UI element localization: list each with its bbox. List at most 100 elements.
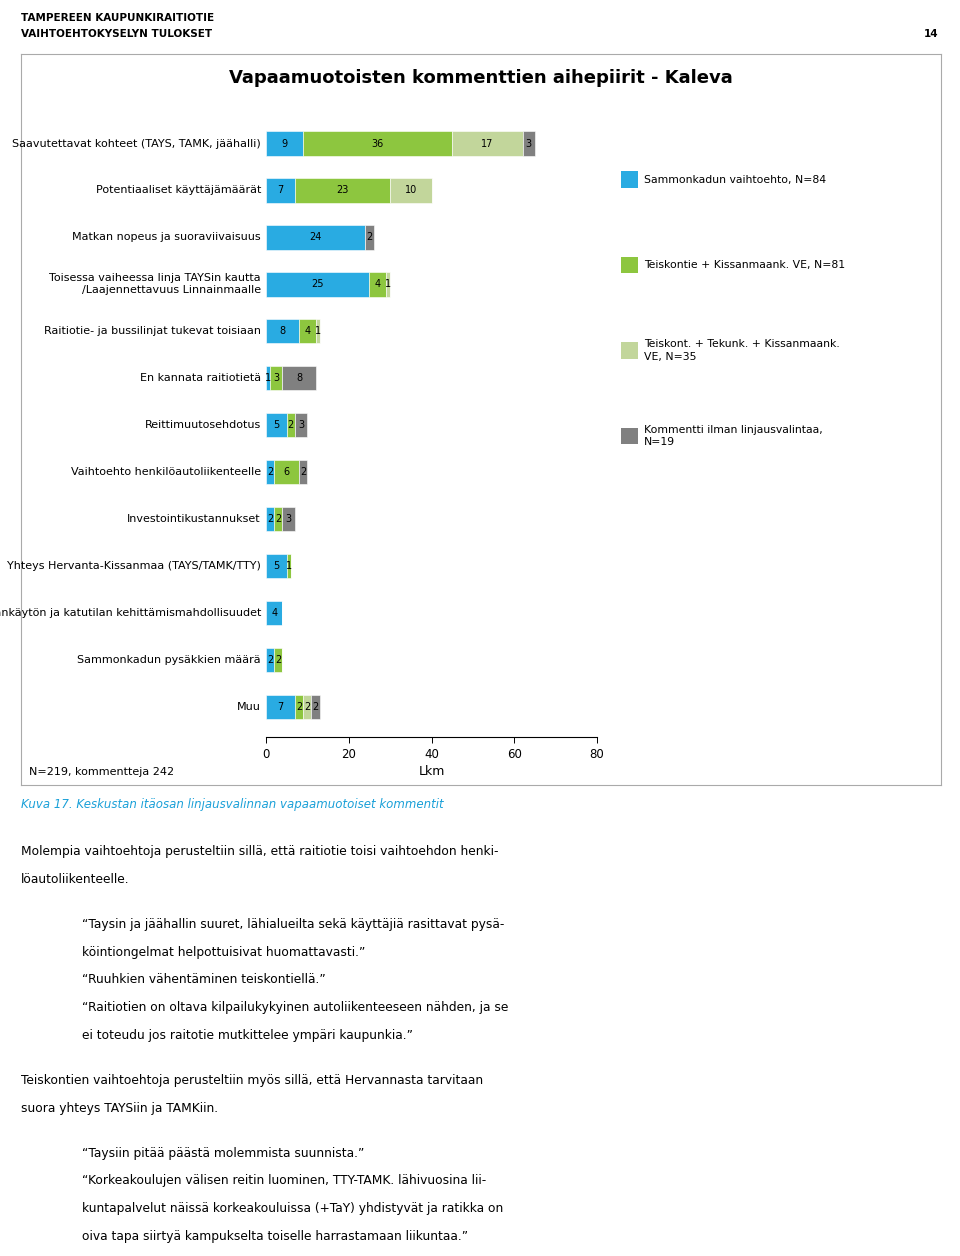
Text: Toisessa vaiheessa linja TAYSin kautta
/Laajennettavuus Linnainmaalle: Toisessa vaiheessa linja TAYSin kautta /… [49, 274, 261, 295]
Bar [295, 695, 303, 718]
Text: 17: 17 [481, 138, 493, 148]
Text: Muu: Muu [237, 702, 261, 712]
Text: 36: 36 [372, 138, 384, 148]
Text: TAMPEREEN KAUPUNKIRAITIOTIE: TAMPEREEN KAUPUNKIRAITIOTIE [21, 13, 214, 23]
Bar [452, 132, 522, 156]
Text: En kannata raitiotietä: En kannata raitiotietä [140, 373, 261, 383]
Text: Potentiaaliset käyttäjämäärät: Potentiaaliset käyttäjämäärät [96, 186, 261, 196]
X-axis label: Lkm: Lkm [419, 765, 444, 777]
Text: 4: 4 [304, 327, 310, 337]
Text: 3: 3 [526, 138, 532, 148]
Text: Teiskontie + Kissanmaank. VE, N=81: Teiskontie + Kissanmaank. VE, N=81 [644, 260, 846, 270]
Text: 2: 2 [267, 514, 274, 524]
Text: 2: 2 [304, 702, 310, 712]
Text: köintiongelmat helpottuisivat huomattavasti.”: köintiongelmat helpottuisivat huomattava… [82, 946, 365, 958]
Bar [316, 319, 320, 343]
Bar [266, 695, 295, 718]
Bar [300, 319, 316, 343]
Text: 3: 3 [286, 514, 292, 524]
Text: 6: 6 [283, 467, 290, 477]
Bar [266, 460, 275, 485]
Bar [282, 365, 316, 391]
Text: 9: 9 [281, 138, 288, 148]
Text: Vapaamuotoisten kommenttien aihepiirit - Kaleva: Vapaamuotoisten kommenttien aihepiirit -… [229, 69, 732, 87]
Bar [266, 225, 365, 250]
Bar [295, 413, 307, 437]
Text: “Taysin ja jäähallin suuret, lähialueilta sekä käyttäjiä rasittavat pysä-: “Taysin ja jäähallin suuret, lähialueilt… [82, 918, 504, 931]
Bar [386, 273, 390, 296]
Text: 1: 1 [265, 373, 271, 383]
Text: 25: 25 [311, 279, 324, 289]
Bar [282, 507, 295, 531]
Bar [275, 460, 299, 485]
Text: 5: 5 [274, 561, 279, 571]
Text: 7: 7 [277, 186, 283, 196]
Bar [266, 413, 287, 437]
Text: N=219, kommentteja 242: N=219, kommentteja 242 [29, 767, 174, 777]
Bar [266, 648, 275, 672]
Text: 4: 4 [271, 608, 277, 618]
Text: Kommentti ilman linjausvalintaa,
N=19: Kommentti ilman linjausvalintaa, N=19 [644, 425, 823, 447]
Bar [522, 132, 535, 156]
Text: kuntapalvelut näissä korkeakouluissa (+TaY) yhdistyvät ja ratikka on: kuntapalvelut näissä korkeakouluissa (+T… [82, 1202, 503, 1215]
Text: Sammonkadun vaihtoehto, N=84: Sammonkadun vaihtoehto, N=84 [644, 175, 827, 185]
Text: “Ruuhkien vähentäminen teiskontiellä.”: “Ruuhkien vähentäminen teiskontiellä.” [82, 973, 325, 986]
Bar [275, 648, 282, 672]
Text: 2: 2 [267, 654, 274, 664]
Text: 1: 1 [315, 327, 321, 337]
Text: Kuva 17. Keskustan itäosan linjausvalinnan vapaamuotoiset kommentit: Kuva 17. Keskustan itäosan linjausvalinn… [21, 798, 444, 810]
Text: Sammonkadun pysäkkien määrä: Sammonkadun pysäkkien määrä [78, 654, 261, 664]
Text: löautoliikenteelle.: löautoliikenteelle. [21, 873, 130, 885]
Text: 2: 2 [367, 232, 372, 242]
Text: 2: 2 [267, 467, 274, 477]
Bar [266, 365, 270, 391]
Text: Investointikustannukset: Investointikustannukset [128, 514, 261, 524]
Text: 10: 10 [405, 186, 417, 196]
Text: 1: 1 [385, 279, 391, 289]
Text: 2: 2 [288, 421, 294, 430]
Bar [266, 132, 303, 156]
Bar [266, 554, 287, 578]
Bar [266, 178, 295, 202]
Text: “Raitiotien on oltava kilpailukykyinen autoliikenteeseen nähden, ja se: “Raitiotien on oltava kilpailukykyinen a… [82, 1001, 508, 1014]
Text: suora yhteys TAYSiin ja TAMKiin.: suora yhteys TAYSiin ja TAMKiin. [21, 1102, 218, 1114]
Bar [266, 600, 282, 625]
Bar [275, 507, 282, 531]
Text: Teiskontien vaihtoehtoja perusteltiin myös sillä, että Hervannasta tarvitaan: Teiskontien vaihtoehtoja perusteltiin my… [21, 1074, 483, 1086]
Text: 5: 5 [274, 421, 279, 430]
Text: Teiskont. + Tekunk. + Kissanmaank.
VE, N=35: Teiskont. + Tekunk. + Kissanmaank. VE, N… [644, 339, 840, 362]
Text: 23: 23 [336, 186, 348, 196]
Text: Maankäytön ja katutilan kehittämismahdollisuudet: Maankäytön ja katutilan kehittämismahdol… [0, 608, 261, 618]
Text: 2: 2 [276, 654, 281, 664]
Text: 8: 8 [279, 327, 285, 337]
Bar [287, 554, 291, 578]
Text: VAIHTOEHTOKYSELYN TULOKSET: VAIHTOEHTOKYSELYN TULOKSET [21, 29, 212, 39]
Text: “Korkeakoulujen välisen reitin luominen, TTY-TAMK. lähivuosina lii-: “Korkeakoulujen välisen reitin luominen,… [82, 1174, 486, 1187]
Text: 8: 8 [296, 373, 302, 383]
Bar [266, 507, 275, 531]
Text: 2: 2 [300, 467, 306, 477]
Bar [295, 178, 390, 202]
Bar [266, 273, 370, 296]
Text: Matkan nopeus ja suoraviivaisuus: Matkan nopeus ja suoraviivaisuus [72, 232, 261, 242]
Bar [311, 695, 320, 718]
Bar [303, 695, 311, 718]
Bar [300, 460, 307, 485]
Text: 3: 3 [298, 421, 304, 430]
Bar [266, 319, 300, 343]
Bar [370, 273, 386, 296]
Text: Molempia vaihtoehtoja perusteltiin sillä, että raitiotie toisi vaihtoehdon henki: Molempia vaihtoehtoja perusteltiin sillä… [21, 845, 498, 858]
Bar [287, 413, 295, 437]
Text: 7: 7 [277, 702, 283, 712]
Text: Reittimuutosehdotus: Reittimuutosehdotus [145, 421, 261, 430]
Text: 24: 24 [309, 232, 322, 242]
Text: ei toteudu jos raitotie mutkittelee ympäri kaupunkia.”: ei toteudu jos raitotie mutkittelee ympä… [82, 1029, 413, 1041]
Text: 2: 2 [276, 514, 281, 524]
Text: 14: 14 [924, 29, 939, 39]
Text: 2: 2 [312, 702, 319, 712]
Text: Vaihtoehto henkilöautoliikenteelle: Vaihtoehto henkilöautoliikenteelle [71, 467, 261, 477]
Bar [365, 225, 373, 250]
Text: oiva tapa siirtyä kampukselta toiselle harrastamaan liikuntaa.”: oiva tapa siirtyä kampukselta toiselle h… [82, 1230, 468, 1242]
Text: Saavutettavat kohteet (TAYS, TAMK, jäähalli): Saavutettavat kohteet (TAYS, TAMK, jääha… [12, 138, 261, 148]
Bar [303, 132, 452, 156]
